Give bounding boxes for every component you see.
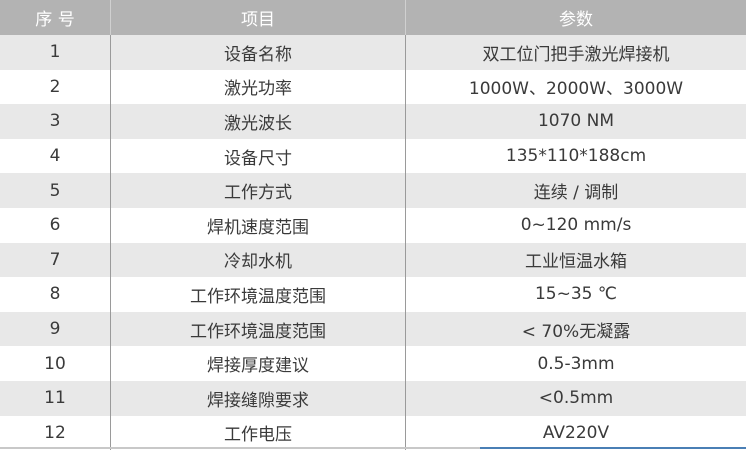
row-index: 12 <box>0 415 111 451</box>
table-row: 4 设备尺寸 135*110*188cm <box>0 138 746 174</box>
row-index: 2 <box>0 69 111 105</box>
bottom-border <box>0 447 746 449</box>
row-item: 焊机速度范围 <box>110 207 406 243</box>
row-param: 1000W、2000W、3000W <box>468 79 684 100</box>
table-row: 6 焊机速度范围 0~120 mm/s <box>0 207 746 243</box>
row-item: 工作方式 <box>110 173 406 208</box>
row-item: 焊接厚度建议 <box>110 346 406 381</box>
row-param: 15~35 ℃ <box>534 284 617 305</box>
table-row: 9 工作环境温度范围 < 70%无凝露 <box>0 311 746 347</box>
row-param: <0.5mm <box>405 380 746 416</box>
row-index: 11 <box>0 380 111 416</box>
table-row: 3 激光波长 1070 NM <box>0 104 746 139</box>
table-row: 5 工作方式 连续 / 调制 <box>0 173 746 208</box>
row-index: 8 <box>0 277 111 312</box>
table-row: 8 工作环境温度范围 15~35 ℃ <box>0 277 746 312</box>
row-param: AV220V <box>542 422 610 443</box>
row-item: 激光功率 <box>110 69 406 105</box>
row-index: 4 <box>0 138 111 174</box>
header-index: 序 号 <box>0 0 111 35</box>
table-row: 11 焊接缝隙要求 <0.5mm <box>0 380 746 416</box>
row-param: 连续 / 调制 <box>405 173 746 208</box>
header-param: 参数 <box>405 0 746 35</box>
table-row: 2 激光功率 1000W、2000W、3000W <box>0 69 746 105</box>
row-param: 0.5-3mm <box>537 353 615 374</box>
row-index: 7 <box>0 242 111 278</box>
row-param: 0~120 mm/s <box>520 215 632 236</box>
row-item: 工作环境温度范围 <box>110 311 406 347</box>
row-item: 工作电压 <box>110 415 406 451</box>
row-index: 9 <box>0 311 111 347</box>
table-row: 7 冷却水机 工业恒温水箱 <box>0 242 746 278</box>
row-item: 设备名称 <box>110 35 406 70</box>
row-param: 1070 NM <box>405 104 746 139</box>
row-index: 10 <box>0 346 111 381</box>
row-index: 6 <box>0 207 111 243</box>
row-param: < 70%无凝露 <box>405 311 746 347</box>
row-item: 激光波长 <box>110 104 406 139</box>
row-item: 焊接缝隙要求 <box>110 380 406 416</box>
bottom-accent-line <box>480 447 746 449</box>
header-row: 序 号 项目 参数 <box>0 0 746 35</box>
row-index: 3 <box>0 104 111 139</box>
row-item: 冷却水机 <box>110 242 406 278</box>
row-index: 1 <box>0 35 111 70</box>
table-row: 10 焊接厚度建议 0.5-3mm <box>0 346 746 381</box>
row-item: 工作环境温度范围 <box>110 277 406 312</box>
row-param: 双工位门把手激光焊接机 <box>405 35 746 70</box>
row-param: 135*110*188cm <box>505 146 647 167</box>
row-param: 工业恒温水箱 <box>405 242 746 278</box>
table-row: 1 设备名称 双工位门把手激光焊接机 <box>0 35 746 70</box>
row-item: 设备尺寸 <box>110 138 406 174</box>
header-item: 项目 <box>110 0 406 35</box>
table-row: 12 工作电压 AV220V <box>0 415 746 451</box>
row-index: 5 <box>0 173 111 208</box>
